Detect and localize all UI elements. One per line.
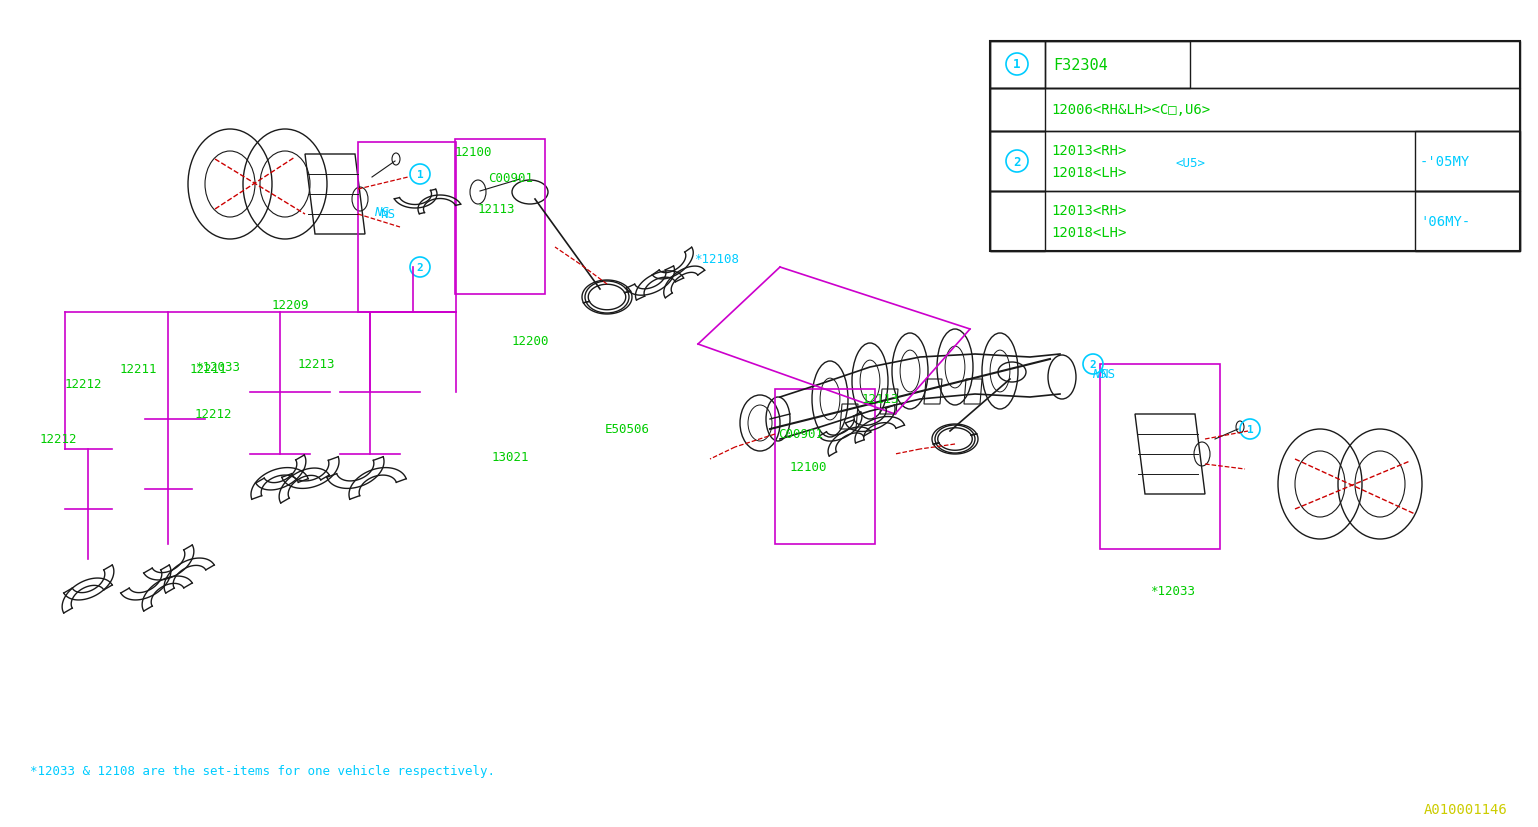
Text: *12033: *12033 [195,361,240,374]
Bar [775,390,875,544]
Text: NS: NS [380,208,395,222]
Text: 2: 2 [1089,360,1097,370]
Text: <U5>: <U5> [1175,156,1204,170]
Text: *12033: *12033 [1150,585,1195,598]
Text: 12113: 12113 [478,203,515,216]
Text: 1: 1 [1247,424,1253,434]
Text: 12212: 12212 [40,433,77,446]
Text: 12013<RH>: 12013<RH> [1050,204,1126,218]
Bar [1044,42,1190,88]
Text: C00901: C00901 [488,171,534,184]
Text: 1: 1 [1014,59,1021,71]
Bar [990,192,1520,251]
Bar [1100,365,1220,549]
Bar [455,140,544,294]
Text: 12018<LH>: 12018<LH> [1050,165,1126,179]
Text: NS: NS [374,206,389,219]
Text: 12212: 12212 [65,378,103,391]
Text: 13021: 13021 [492,451,529,464]
Text: 12113: 12113 [861,393,900,406]
Text: -'05MY: -'05MY [1420,155,1470,169]
Text: *12108: *12108 [694,253,738,266]
Text: 12211: 12211 [120,363,157,376]
Text: 12013<RH>: 12013<RH> [1050,144,1126,158]
Bar [990,42,1044,88]
Bar [990,131,1520,192]
Text: '06MY-: '06MY- [1420,215,1470,229]
Bar [1415,192,1520,251]
Text: 12200: 12200 [512,335,549,348]
Bar [990,42,1520,88]
Bar [990,131,1044,192]
Text: F32304: F32304 [1054,57,1107,73]
Text: *12033 & 12108 are the set-items for one vehicle respectively.: *12033 & 12108 are the set-items for one… [31,765,495,777]
Bar [358,143,455,313]
Text: C00901: C00901 [778,428,823,441]
Text: 12211: 12211 [191,363,228,376]
Text: 12100: 12100 [455,146,492,158]
Text: 12213: 12213 [298,358,335,371]
Text: 2: 2 [417,263,423,273]
Text: 12018<LH>: 12018<LH> [1050,226,1126,240]
Text: 12212: 12212 [195,408,232,421]
Text: A010001146: A010001146 [1424,802,1507,816]
Bar [990,88,1520,131]
Text: E50506: E50506 [604,423,651,436]
Bar [990,88,1044,131]
Bar [1415,131,1520,192]
Text: NS: NS [1092,368,1107,381]
Text: 12100: 12100 [791,461,827,474]
Text: 12209: 12209 [272,299,309,312]
Bar [990,192,1044,251]
Text: 1: 1 [417,170,423,179]
Text: 12006<RH&LH><C□,U6>: 12006<RH&LH><C□,U6> [1050,103,1210,117]
Text: 2: 2 [1014,155,1021,169]
Text: NS: NS [1100,368,1115,381]
Bar [990,42,1520,251]
